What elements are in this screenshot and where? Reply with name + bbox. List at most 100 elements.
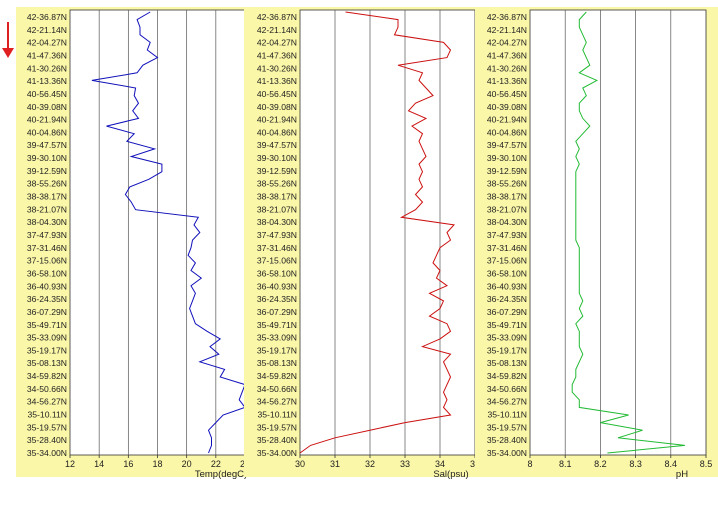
latitude-label: 41-30.26N xyxy=(27,63,67,73)
chart-panel-3: 8 8.1 8.2 8.3 8.4 8.5 pH 42-36.87N 42-21.14N 42-0… xyxy=(475,7,718,480)
latitude-label: 42-04.27N xyxy=(27,38,67,48)
latitude-label: 42-36.87N xyxy=(487,12,527,22)
chart-panel-2: 303132333435Sal(psu)42-36.87N42-21.14N42… xyxy=(244,7,486,480)
latitude-label: 35-28.40N xyxy=(27,435,67,445)
x-axis-label: Sal(psu) xyxy=(433,469,468,480)
latitude-label: 42-04.27N xyxy=(487,38,527,48)
latitude-label: 42-21.14N xyxy=(27,25,67,35)
latitude-label: 34-50.66N xyxy=(27,384,67,394)
latitude-label: 38-21.07N xyxy=(487,204,527,214)
latitude-label: 34-56.27N xyxy=(27,397,67,407)
x-tick-label: 31 xyxy=(330,459,340,469)
latitude-label: 37-31.46N xyxy=(487,243,527,253)
latitude-label: 41-47.36N xyxy=(257,50,297,60)
latitude-label: 34-50.66N xyxy=(487,384,527,394)
latitude-label: 42-21.14N xyxy=(487,25,527,35)
x-tick-label: 8.2 xyxy=(594,459,607,469)
latitude-label: 34-50.66N xyxy=(257,384,297,394)
latitude-label: 36-40.93N xyxy=(487,281,527,291)
latitude-label: 37-47.93N xyxy=(487,230,527,240)
latitude-label: 38-55.26N xyxy=(257,179,297,189)
latitude-label: 35-08.13N xyxy=(27,358,67,368)
latitude-label: 40-56.45N xyxy=(257,89,297,99)
x-tick-label: 20 xyxy=(182,459,192,469)
latitude-label: 35-34.00N xyxy=(257,448,297,458)
latitude-label: 38-55.26N xyxy=(27,179,67,189)
latitude-label: 40-04.86N xyxy=(27,127,67,137)
latitude-label: 36-40.93N xyxy=(27,281,67,291)
latitude-label: 35-10.11N xyxy=(28,410,68,420)
latitude-label: 41-30.26N xyxy=(487,63,527,73)
x-tick-label: 16 xyxy=(123,459,133,469)
latitude-label: 40-39.08N xyxy=(257,102,297,112)
latitude-label: 39-47.57N xyxy=(27,140,67,150)
latitude-label: 41-13.36N xyxy=(257,76,297,86)
x-tick-label: 8.3 xyxy=(629,459,642,469)
latitude-label: 36-07.29N xyxy=(257,307,297,317)
plot-area xyxy=(299,9,476,456)
chart-panel-1: 12141618202224Temp(degC)42-36.87N42-21.1… xyxy=(16,7,256,480)
latitude-label: 40-04.86N xyxy=(487,127,527,137)
latitude-label: 35-19.57N xyxy=(27,422,67,432)
x-tick-label: 14 xyxy=(94,459,104,469)
latitude-label: 35-08.13N xyxy=(487,358,527,368)
latitude-label: 39-12.59N xyxy=(257,166,297,176)
latitude-label: 35-10.11N xyxy=(258,410,298,420)
latitude-label: 35-49.71N xyxy=(257,320,297,330)
latitude-label: 38-04.30N xyxy=(487,217,527,227)
latitude-label: 41-30.26N xyxy=(257,63,297,73)
x-axis-label: pH xyxy=(676,469,688,480)
x-tick-label: 8.1 xyxy=(559,459,572,469)
latitude-label: 40-39.08N xyxy=(487,102,527,112)
latitude-label: 36-58.10N xyxy=(27,268,67,278)
latitude-label: 36-24.35N xyxy=(27,294,67,304)
latitude-label: 36-40.93N xyxy=(257,281,297,291)
latitude-label: 34-59.82N xyxy=(27,371,67,381)
x-tick-label: 8.5 xyxy=(700,459,713,469)
latitude-label: 39-30.10N xyxy=(487,153,527,163)
latitude-label: 35-10.11N xyxy=(488,410,528,420)
latitude-label: 38-21.07N xyxy=(27,204,67,214)
latitude-label: 35-34.00N xyxy=(27,448,67,458)
latitude-label: 39-12.59N xyxy=(27,166,67,176)
latitude-label: 41-47.36N xyxy=(27,50,67,60)
latitude-label: 40-56.45N xyxy=(27,89,67,99)
latitude-label: 35-34.00N xyxy=(487,448,527,458)
latitude-label: 35-33.09N xyxy=(487,333,527,343)
latitude-label: 36-24.35N xyxy=(487,294,527,304)
series-line xyxy=(571,11,685,454)
latitude-label: 38-04.30N xyxy=(257,217,297,227)
x-tick-label: 8 xyxy=(527,459,532,469)
latitude-label: 39-12.59N xyxy=(487,166,527,176)
latitude-label: 40-21.94N xyxy=(27,115,67,125)
latitude-label: 35-28.40N xyxy=(257,435,297,445)
latitude-label: 38-38.17N xyxy=(487,192,527,202)
latitude-label: 35-49.71N xyxy=(27,320,67,330)
latitude-label: 35-19.57N xyxy=(257,422,297,432)
x-tick-label: 18 xyxy=(152,459,162,469)
latitude-label: 34-59.82N xyxy=(257,371,297,381)
latitude-label: 42-21.14N xyxy=(257,25,297,35)
latitude-label: 36-58.10N xyxy=(257,268,297,278)
latitude-label: 36-07.29N xyxy=(487,307,527,317)
series-line xyxy=(299,11,456,454)
x-tick-label: 33 xyxy=(400,459,410,469)
latitude-label: 35-49.71N xyxy=(487,320,527,330)
x-tick-label: 34 xyxy=(435,459,445,469)
latitude-label: 38-38.17N xyxy=(257,192,297,202)
latitude-label: 39-30.10N xyxy=(257,153,297,163)
series-line xyxy=(91,11,246,454)
latitude-label: 37-47.93N xyxy=(257,230,297,240)
latitude-label: 35-28.40N xyxy=(487,435,527,445)
latitude-label: 41-13.36N xyxy=(27,76,67,86)
latitude-label: 41-13.36N xyxy=(487,76,527,86)
latitude-label: 35-19.57N xyxy=(487,422,527,432)
latitude-label: 37-31.46N xyxy=(257,243,297,253)
x-tick-label: 22 xyxy=(211,459,221,469)
plot-area xyxy=(529,9,707,456)
latitude-label: 40-04.86N xyxy=(257,127,297,137)
down-arrow-icon xyxy=(0,20,16,60)
latitude-label: 40-39.08N xyxy=(27,102,67,112)
latitude-label: 37-15.06N xyxy=(487,256,527,266)
